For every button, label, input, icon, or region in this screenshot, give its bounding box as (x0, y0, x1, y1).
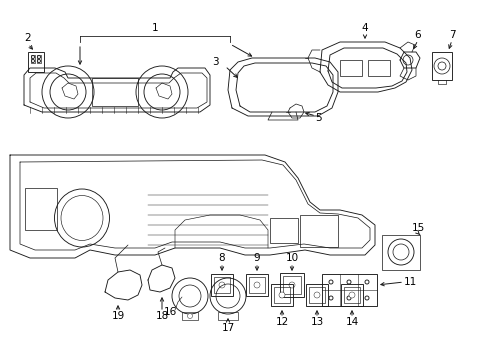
Circle shape (38, 59, 41, 63)
Text: 11: 11 (403, 277, 416, 287)
Circle shape (279, 292, 285, 298)
Text: 18: 18 (155, 311, 169, 321)
Bar (31, 55, 35, 63)
Circle shape (329, 280, 333, 284)
Circle shape (188, 314, 193, 319)
Bar (271, 284, 293, 306)
Bar (341, 284, 363, 306)
Bar (211, 274, 233, 296)
Text: 19: 19 (111, 311, 124, 321)
Bar (37, 55, 41, 63)
Text: 1: 1 (152, 23, 158, 33)
Circle shape (347, 280, 351, 284)
Bar (306, 284, 328, 306)
Text: 10: 10 (286, 253, 298, 263)
Circle shape (38, 55, 41, 58)
Bar (309, 287, 325, 303)
Bar (218, 312, 238, 320)
Bar (182, 312, 198, 320)
Bar (25, 188, 57, 230)
Circle shape (329, 296, 333, 300)
Bar (322, 274, 377, 306)
Bar (214, 277, 230, 293)
Circle shape (254, 282, 260, 288)
Text: 6: 6 (415, 30, 421, 40)
Bar (28, 52, 44, 72)
Bar (280, 273, 304, 297)
Bar (340, 60, 362, 76)
Text: 5: 5 (315, 113, 321, 123)
Bar (92, 78, 138, 106)
Text: 2: 2 (24, 33, 31, 43)
Bar (300, 215, 338, 247)
Circle shape (347, 296, 351, 300)
Bar (382, 235, 420, 270)
Bar (249, 277, 265, 293)
Bar (344, 287, 360, 303)
Bar (270, 218, 298, 243)
Bar (283, 276, 301, 294)
Text: 12: 12 (275, 317, 289, 327)
Bar (246, 274, 268, 296)
Text: 9: 9 (254, 253, 260, 263)
Bar (274, 287, 290, 303)
Bar (432, 52, 452, 80)
Text: 15: 15 (412, 223, 425, 233)
Text: 14: 14 (345, 317, 359, 327)
Circle shape (365, 296, 369, 300)
Text: 8: 8 (219, 253, 225, 263)
Text: 4: 4 (362, 23, 368, 33)
Circle shape (31, 55, 34, 58)
Text: 3: 3 (212, 57, 219, 67)
Circle shape (349, 292, 355, 298)
Text: 17: 17 (221, 323, 235, 333)
Circle shape (31, 59, 34, 63)
Circle shape (289, 282, 295, 288)
Circle shape (365, 280, 369, 284)
Text: 13: 13 (310, 317, 323, 327)
Circle shape (314, 292, 320, 298)
Text: 7: 7 (449, 30, 455, 40)
Bar (368, 60, 390, 76)
Circle shape (219, 282, 225, 288)
Text: 16: 16 (163, 307, 176, 317)
